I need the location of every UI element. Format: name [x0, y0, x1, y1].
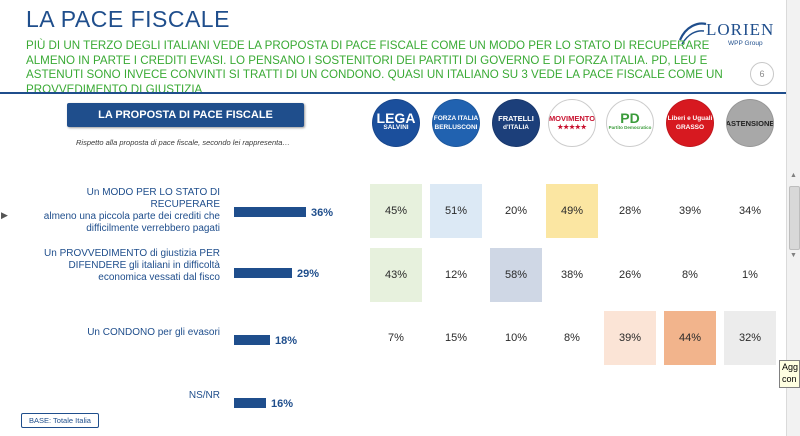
row-label: Un PROVVEDIMENTO di giustizia PER DIFENDE…: [20, 248, 220, 284]
header-divider: [0, 92, 786, 94]
party-logo-line2: d'ITALIA: [503, 124, 529, 131]
base-label: BASE: Totale Italia: [21, 413, 99, 428]
scroll-down-icon[interactable]: ▼: [790, 252, 797, 259]
party-logo-line1: LEGA: [376, 110, 416, 126]
party-logo-line1: FRATELLI: [498, 114, 534, 123]
bar: [234, 335, 270, 345]
section-title: LA PROPOSTA DI PACE FISCALE: [67, 103, 304, 127]
table-cell: 1%: [742, 269, 758, 281]
scroll-up-icon[interactable]: ▲: [790, 172, 797, 179]
party-logo-line2: Partito Democratico: [608, 125, 652, 130]
table-cell: 8%: [564, 332, 580, 344]
section-note: Rispetto alla proposta di pace fiscale, …: [76, 138, 290, 147]
table-cell: 49%: [546, 184, 598, 238]
table-cell: 15%: [444, 332, 468, 344]
table-cell: 20%: [504, 205, 528, 217]
row-label-line: Un PROVVEDIMENTO di giustizia PER: [44, 248, 220, 259]
row-label: NS/NR: [20, 390, 220, 402]
party-logo-line1: PD: [620, 110, 640, 126]
table-cell: 26%: [618, 269, 642, 281]
page-number: 6: [750, 62, 774, 86]
table-cell: 28%: [618, 205, 642, 217]
party-logo-line1: ASTENSIONE: [726, 118, 774, 128]
row-label-line: difficilmente verrebbero pagati: [86, 223, 220, 234]
bar: [234, 268, 292, 278]
vertical-scrollbar[interactable]: ▲ ▼: [786, 0, 800, 436]
table-cell: 10%: [504, 332, 528, 344]
lorien-logo-icon: [678, 22, 707, 45]
bar-value-label: 36%: [311, 207, 333, 219]
party-logo-line2: BERLUSCONI: [434, 124, 478, 131]
table-cell: 39%: [678, 205, 702, 217]
slide-title: LA PACE FISCALE: [26, 6, 230, 32]
row-label-line: Un CONDONO per gli evasori: [87, 327, 220, 338]
table-cell: 58%: [490, 248, 542, 302]
party-logo-line1: FORZA ITALIA: [433, 115, 479, 122]
scroll-thumb[interactable]: [789, 186, 800, 250]
table-cell: 34%: [738, 205, 762, 217]
row-label-line: NS/NR: [188, 390, 220, 401]
row-label-line: almeno una piccola parte dei crediti che: [43, 211, 220, 222]
table-cell: 12%: [444, 269, 468, 281]
logo-subtext: WPP Group: [728, 40, 763, 47]
table-cell: 38%: [560, 269, 584, 281]
bar: [234, 398, 266, 408]
lorien-logo: LORIEN WPP Group: [676, 14, 776, 54]
party-logo-line2: ★★★★★: [557, 124, 587, 131]
party-logo: Liberi e Uguali GRASSO: [666, 99, 714, 147]
party-logo-line2: GRASSO: [675, 124, 705, 131]
table-cell: 39%: [604, 311, 656, 365]
table-cell: 43%: [370, 248, 422, 302]
bar: [234, 207, 306, 217]
row-label-line: Un MODO PER LO STATO DI RECUPERARE: [86, 187, 220, 210]
side-arrow-icon: ▶: [1, 210, 8, 220]
table-cell: 8%: [682, 269, 698, 281]
bar-value-label: 18%: [275, 335, 297, 347]
tooltip: Agg con: [779, 360, 800, 388]
party-logo: ASTENSIONE: [726, 99, 774, 147]
table-cell: 45%: [370, 184, 422, 238]
logo-text: LORIEN: [706, 20, 775, 39]
party-logo-line1: MOVIMENTO: [548, 114, 596, 123]
party-logo: PD Partito Democratico: [606, 99, 654, 147]
row-label: Un MODO PER LO STATO DI RECUPERARE almeno…: [20, 187, 220, 235]
party-logo-line2: SALVINI: [383, 124, 409, 131]
party-logo-line1: Liberi e Uguali: [667, 115, 713, 122]
party-logo: MOVIMENTO ★★★★★: [548, 99, 596, 147]
table-cell: 7%: [388, 332, 404, 344]
table-cell: 32%: [724, 311, 776, 365]
row-label-line: economica vessati dal fisco: [98, 272, 220, 283]
party-logo: LEGA SALVINI: [372, 99, 420, 147]
row-label: Un CONDONO per gli evasori: [20, 327, 220, 339]
table-cell: 44%: [664, 311, 716, 365]
bar-value-label: 29%: [297, 268, 319, 280]
bar-value-label: 16%: [271, 398, 293, 410]
table-cell: 51%: [430, 184, 482, 238]
party-logo: FRATELLI d'ITALIA: [492, 99, 540, 147]
party-logo: FORZA ITALIA BERLUSCONI: [432, 99, 480, 147]
slide-subtitle: PIÙ DI UN TERZO DEGLI ITALIANI VEDE LA P…: [26, 39, 723, 96]
row-label-line: DIFENDERE gli italiani in difficoltà: [68, 260, 220, 271]
